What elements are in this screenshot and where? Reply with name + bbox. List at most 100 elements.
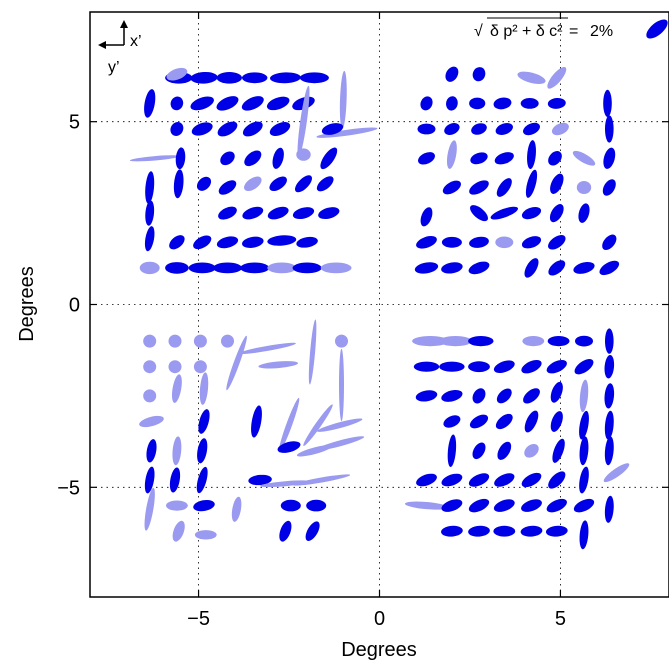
ellipse-marker [139, 415, 164, 428]
ellipse-marker [495, 236, 514, 249]
ellipse-marker [552, 438, 565, 463]
ellipse-marker [320, 147, 338, 170]
ellipse-marker [315, 436, 365, 451]
ellipse-marker [602, 179, 616, 196]
ellipse-marker [521, 206, 542, 220]
ellipse-marker [193, 360, 207, 374]
ellipse-marker [495, 123, 513, 135]
ellipse-marker [493, 360, 515, 373]
ellipse-marker [144, 89, 156, 118]
ellipse-marker [306, 499, 327, 512]
y-prime-label: y’ [108, 59, 120, 76]
ellipse-marker [548, 151, 562, 166]
ellipse-marker [604, 354, 615, 379]
ellipse-marker [238, 342, 296, 355]
ellipse-marker [267, 235, 297, 246]
ellipse-marker [168, 334, 182, 348]
ellipse-marker [218, 206, 237, 220]
ellipse-marker [439, 361, 465, 372]
ellipse-marker [144, 226, 155, 252]
ellipse-marker [267, 262, 297, 274]
y-axis-label: Degrees [16, 266, 38, 342]
ellipse-marker [266, 96, 290, 111]
ellipse-marker [413, 361, 440, 372]
ellipse-marker [604, 115, 614, 143]
ellipse-marker [469, 414, 489, 429]
ellipse-marker [494, 473, 515, 487]
orientation-key: x’ y’ [98, 20, 142, 76]
ellipse-marker [496, 388, 512, 404]
ellipse-marker [441, 389, 463, 402]
ellipse-marker [525, 169, 538, 198]
ellipse-marker [193, 235, 212, 250]
ellipse-marker [442, 180, 461, 195]
ellipse-marker [221, 334, 234, 348]
ellipse-marker [579, 410, 589, 440]
ellipse-marker [439, 336, 472, 347]
ellipse-marker [216, 72, 242, 84]
ellipse-marker [579, 436, 589, 466]
ellipse-marker [296, 236, 318, 248]
ellipse-marker [193, 334, 207, 348]
ellipse-marker [524, 410, 539, 433]
ellipse-marker [550, 411, 563, 432]
ellipse-marker [242, 121, 263, 137]
ellipse-marker [547, 97, 566, 109]
ellipse-marker [414, 262, 439, 274]
ellipse-marker [299, 72, 329, 84]
ellipse-marker [260, 480, 311, 488]
ellipse-marker [170, 122, 184, 136]
ellipse-marker [417, 123, 436, 135]
ellipse-marker [495, 413, 513, 430]
ellipse-marker [339, 348, 344, 422]
ellipse-marker [443, 415, 461, 428]
ellipse-marker [267, 206, 289, 220]
ellipse-marker [171, 374, 182, 403]
ellipse-marker [472, 67, 486, 82]
ellipse-marker [447, 434, 457, 468]
ellipse-marker [497, 441, 512, 460]
ellipse-marker [446, 140, 457, 169]
ellipse-marker [144, 466, 155, 494]
ellipse-marker [270, 72, 301, 84]
ellipse-marker [604, 436, 614, 466]
ellipse-marker [549, 204, 564, 223]
ellipse-marker [197, 438, 208, 464]
ellipse-marker [547, 336, 570, 347]
ellipse-marker [169, 467, 181, 493]
ellipse-marker [468, 473, 490, 487]
ellipse-marker [320, 262, 352, 274]
scale-key-formula: δ p² + δ c² [490, 23, 563, 40]
grid-lines [90, 12, 669, 597]
ellipse-marker [604, 383, 615, 409]
ellipse-marker [550, 381, 563, 403]
ellipse-marker [469, 236, 489, 248]
ellipse-marker [523, 122, 540, 136]
ellipse-marker [493, 525, 516, 537]
ellipse-marker [496, 178, 512, 197]
ellipse-marker [165, 262, 189, 274]
ellipse-marker [521, 472, 542, 488]
ellipse-marker [521, 359, 542, 374]
ellipse-marker [145, 171, 155, 204]
x-tick-label: 0 [374, 608, 385, 630]
ellipse-marker [193, 499, 215, 512]
ellipse-marker [469, 97, 486, 110]
ellipse-marker [468, 525, 490, 537]
ellipse-marker [166, 67, 188, 81]
ellipse-marker [471, 123, 487, 135]
ellipse-marker [550, 173, 564, 194]
ellipse-marker [523, 388, 540, 404]
ellipse-marker [199, 372, 209, 405]
ellipse-marker [242, 72, 268, 84]
ellipse-marker [404, 501, 449, 510]
ellipse-marker [548, 471, 566, 489]
x-tick-label: 5 [555, 608, 566, 630]
ellipse-marker [605, 328, 614, 354]
scale-key-radical: √ [474, 23, 483, 40]
ellipse-marker [293, 474, 351, 486]
ellipse-marker [294, 175, 313, 193]
ellipse-marker [546, 359, 567, 374]
ellipse-marker [416, 236, 437, 249]
